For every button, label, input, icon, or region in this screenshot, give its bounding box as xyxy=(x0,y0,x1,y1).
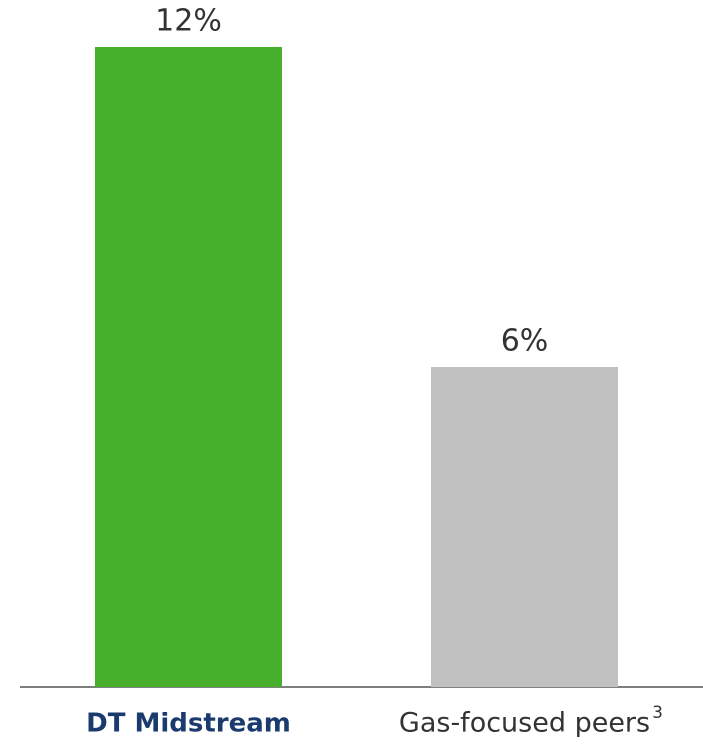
bar xyxy=(95,47,282,687)
value-label: 12% xyxy=(155,4,222,39)
value-label: 6% xyxy=(501,324,549,359)
bar xyxy=(431,367,618,687)
footnote-marker: 3 xyxy=(652,703,663,723)
logo-label: DT Midstream xyxy=(86,709,291,739)
x-tick-label: Gas-focused peers xyxy=(399,708,650,739)
